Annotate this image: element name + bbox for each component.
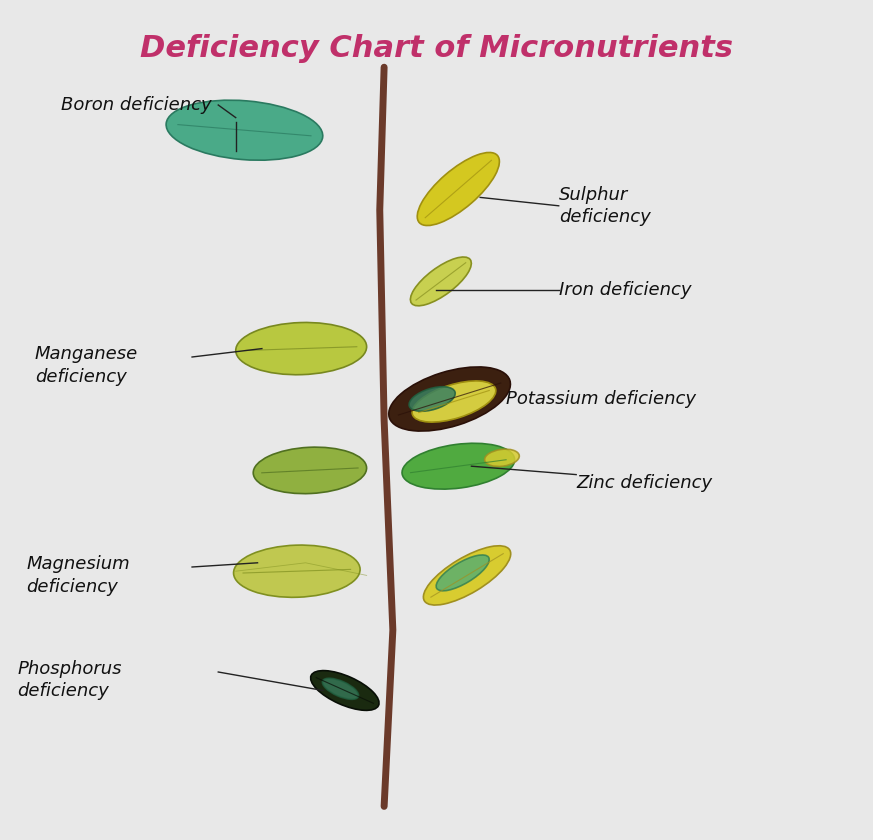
Text: Zinc deficiency: Zinc deficiency [576,474,712,492]
Ellipse shape [485,449,519,466]
Ellipse shape [409,386,455,412]
Ellipse shape [311,670,379,711]
Text: Manganese
deficiency: Manganese deficiency [35,345,138,386]
Ellipse shape [412,381,496,423]
Ellipse shape [234,545,360,597]
Ellipse shape [436,555,489,591]
Text: Iron deficiency: Iron deficiency [559,281,691,299]
Text: Boron deficiency: Boron deficiency [61,96,212,114]
Ellipse shape [236,323,367,375]
Ellipse shape [388,367,511,431]
Ellipse shape [322,678,359,700]
Text: Potassium deficiency: Potassium deficiency [506,390,697,408]
Ellipse shape [402,444,514,489]
Text: Magnesium
deficiency: Magnesium deficiency [26,555,130,596]
Ellipse shape [423,546,511,605]
Ellipse shape [166,100,323,160]
Text: Sulphur
deficiency: Sulphur deficiency [559,186,650,226]
Ellipse shape [253,447,367,494]
Ellipse shape [417,153,499,225]
Text: Deficiency Chart of Micronutrients: Deficiency Chart of Micronutrients [140,34,733,63]
Text: Phosphorus
deficiency: Phosphorus deficiency [17,660,122,701]
Ellipse shape [410,257,471,306]
